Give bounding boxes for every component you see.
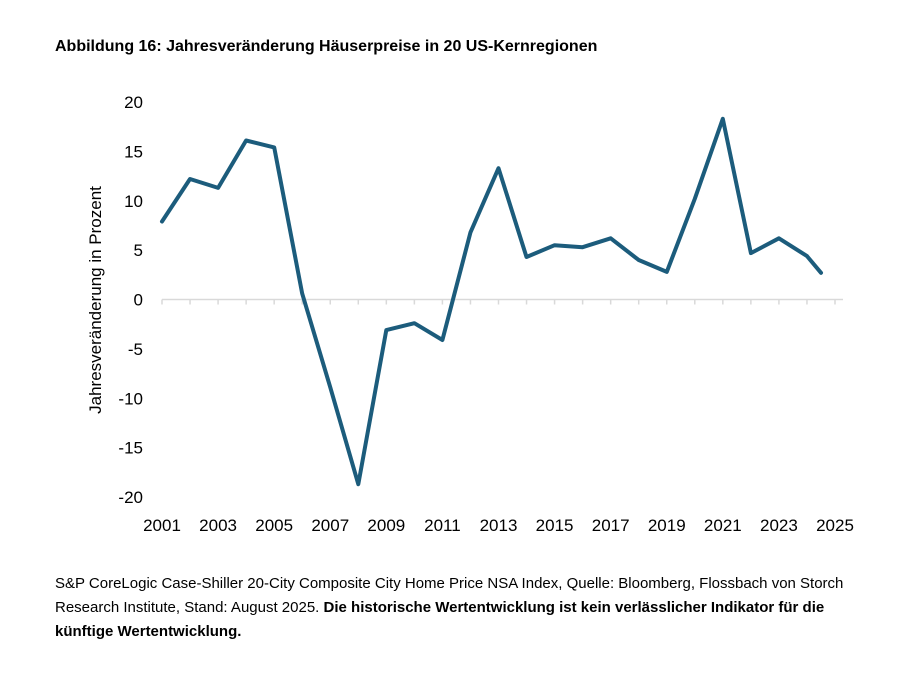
x-tick-label: 2009	[367, 516, 405, 535]
x-tick-labels: 2001 2003 2005 2007 2009 2011 2013 2015 2017 2019…	[143, 516, 854, 535]
x-tick-label: 2025	[816, 516, 854, 535]
footnote-disclaimer: Die historische Wertentwicklung ist kein…	[55, 599, 825, 640]
x-tick-label: 2023	[760, 516, 798, 535]
x-tick-label: 2019	[648, 516, 686, 535]
y-tick-label: 15	[124, 142, 143, 161]
series	[160, 116, 823, 487]
x-tick-label: 2017	[592, 516, 630, 535]
footnote: S&P CoreLogic Case-Shiller 20-City Compo…	[55, 572, 875, 644]
y-tick-label: -15	[118, 439, 143, 458]
y-tick-label: 5	[134, 241, 143, 260]
x-tick-label: 2005	[255, 516, 293, 535]
y-tick-labels: -20 -15 -10 -5 0 5 10 15 20	[118, 93, 143, 507]
x-tick-label: 2021	[704, 516, 742, 535]
y-tick-label: 10	[124, 192, 143, 211]
x-tick-label: 2007	[311, 516, 349, 535]
x-tick-label: 2003	[199, 516, 237, 535]
y-tick-label: 20	[124, 93, 143, 112]
figure-title: Abbildung 16: Jahresveränderung Häuserpr…	[55, 38, 598, 55]
y-tick-label: -10	[118, 389, 143, 408]
x-tick-label: 2001	[143, 516, 181, 535]
y-tick-label: -20	[118, 488, 143, 507]
x-tick-label: 2013	[480, 516, 518, 535]
footnote-source: S&P CoreLogic Case-Shiller 20-City Compo…	[55, 575, 844, 616]
y-tick-label: 0	[134, 291, 143, 310]
y-axis-label: Jahresveränderung in Prozent	[86, 186, 105, 414]
y-tick-label: -5	[128, 340, 143, 359]
line-chart: Jahresveränderung in Prozent -20 -15 -10 -5…	[86, 93, 854, 535]
x-tick-label: 2015	[536, 516, 574, 535]
series-line	[160, 116, 823, 487]
x-axis	[161, 298, 843, 305]
x-tick-label: 2011	[424, 516, 461, 535]
